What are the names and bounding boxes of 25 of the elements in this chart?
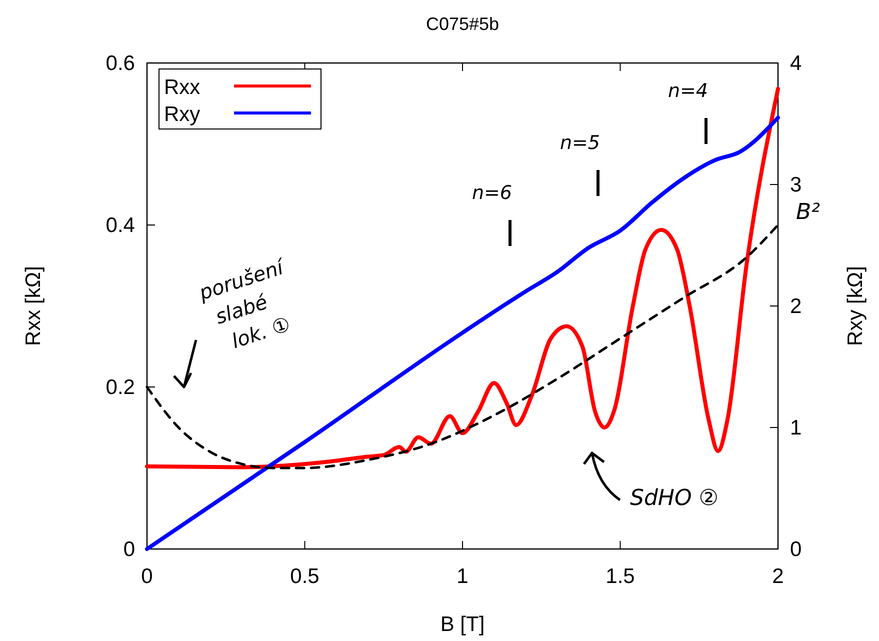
y-tick-label: 0.6 bbox=[106, 52, 135, 75]
y2-tick-label: 2 bbox=[790, 295, 802, 318]
y-axis-title: Rxx [kΩ] bbox=[22, 266, 45, 346]
x-tick-label: 2 bbox=[772, 565, 784, 588]
y2-tick-label: 1 bbox=[790, 416, 802, 440]
chart-title: C075#5b bbox=[426, 14, 500, 34]
legend-label: Rxx bbox=[164, 76, 201, 99]
x-tick-label: 0.5 bbox=[290, 565, 320, 588]
y2-tick-label: 4 bbox=[790, 52, 802, 75]
x-axis-title: B [T] bbox=[440, 613, 485, 636]
annotation: n=6 bbox=[472, 182, 512, 204]
x-tick-label: 1.5 bbox=[606, 565, 635, 588]
y2-tick-label: 0 bbox=[790, 538, 802, 561]
annotation: SdHO ② bbox=[630, 486, 719, 511]
x-tick-label: 1 bbox=[456, 565, 468, 588]
y-tick-label: 0 bbox=[123, 538, 135, 561]
y-tick-label: 0.2 bbox=[106, 376, 135, 399]
x-tick-label: 0 bbox=[141, 565, 153, 588]
y2-tick-label: 3 bbox=[790, 174, 802, 196]
y-tick-label: 0.4 bbox=[106, 214, 136, 237]
annotation: n=4 bbox=[668, 80, 708, 102]
annotation: n=5 bbox=[560, 132, 600, 154]
y2-axis-title: Rxy [kΩ] bbox=[844, 266, 867, 346]
annotation: B² bbox=[796, 200, 820, 225]
legend-label: Rxy bbox=[164, 103, 201, 126]
